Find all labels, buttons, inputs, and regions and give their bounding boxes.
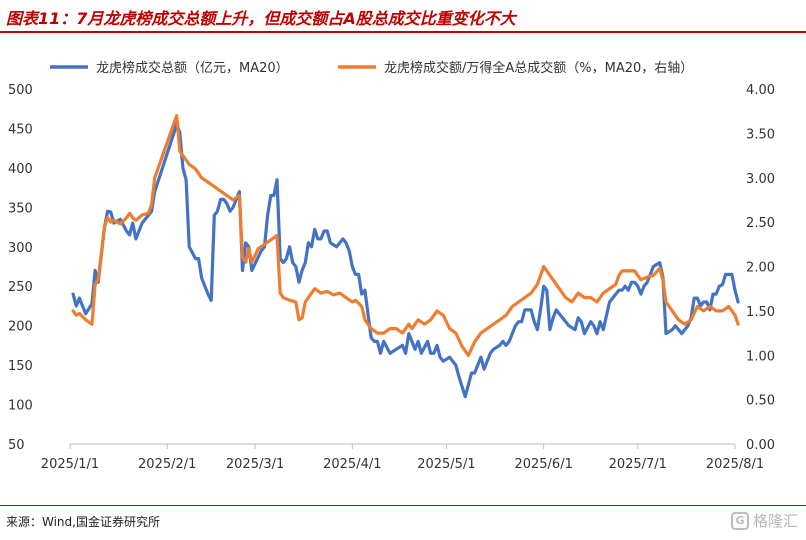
footer-divider (0, 505, 806, 506)
legend-label-1: 龙虎榜成交总额（亿元，MA20） (96, 60, 289, 76)
title-divider (0, 31, 806, 33)
watermark-text: 格隆汇 (752, 512, 798, 530)
legend-label-2: 龙虎榜成交额/万得全A总成交额（%，MA20，右轴） (384, 60, 693, 76)
x-tick-label: 2025/6/1 (514, 457, 572, 472)
watermark-logo-icon: G (730, 511, 749, 530)
series-line-2 (71, 114, 740, 357)
source-note: 来源：Wind,国金证券研究所 (6, 515, 160, 529)
y-left-tick-label: 200 (8, 320, 33, 335)
y-left-tick-label: 50 (8, 438, 25, 453)
x-tick-label: 2025/2/1 (138, 457, 196, 472)
series-line-1 (71, 122, 740, 399)
y-right-tick-label: 4.00 (746, 83, 775, 98)
y-left-tick-label: 100 (8, 399, 33, 414)
x-tick-label: 2025/4/1 (323, 457, 381, 472)
y-right-tick-label: 3.50 (746, 127, 775, 142)
x-tick-label: 2025/8/1 (706, 457, 764, 472)
y-left-tick-label: 250 (8, 280, 33, 295)
chart-title: 图表11：7月龙虎榜成交总额上升，但成交额占A股总成交比重变化不大 (6, 9, 516, 28)
y-left-tick-label: 300 (8, 241, 33, 256)
x-tick-label: 2025/1/1 (41, 457, 99, 472)
x-tick-label: 2025/7/1 (609, 457, 667, 472)
y-left-tick-label: 350 (8, 201, 33, 216)
y-right-tick-label: 0.00 (746, 438, 775, 453)
y-left-tick-label: 400 (8, 162, 33, 177)
x-tick-label: 2025/5/1 (417, 457, 475, 472)
y-right-tick-label: 2.00 (746, 261, 775, 276)
y-left-tick-label: 150 (8, 359, 33, 374)
y-right-tick-label: 0.50 (746, 394, 775, 409)
y-right-tick-label: 1.50 (746, 305, 775, 320)
watermark: G 格隆汇 (730, 510, 798, 531)
x-tick-label: 2025/3/1 (226, 457, 284, 472)
y-left-tick-label: 500 (8, 83, 33, 98)
y-right-tick-label: 3.00 (746, 172, 775, 187)
y-left-tick-label: 450 (8, 122, 33, 137)
y-right-tick-label: 2.50 (746, 216, 775, 231)
y-right-tick-label: 1.00 (746, 349, 775, 364)
